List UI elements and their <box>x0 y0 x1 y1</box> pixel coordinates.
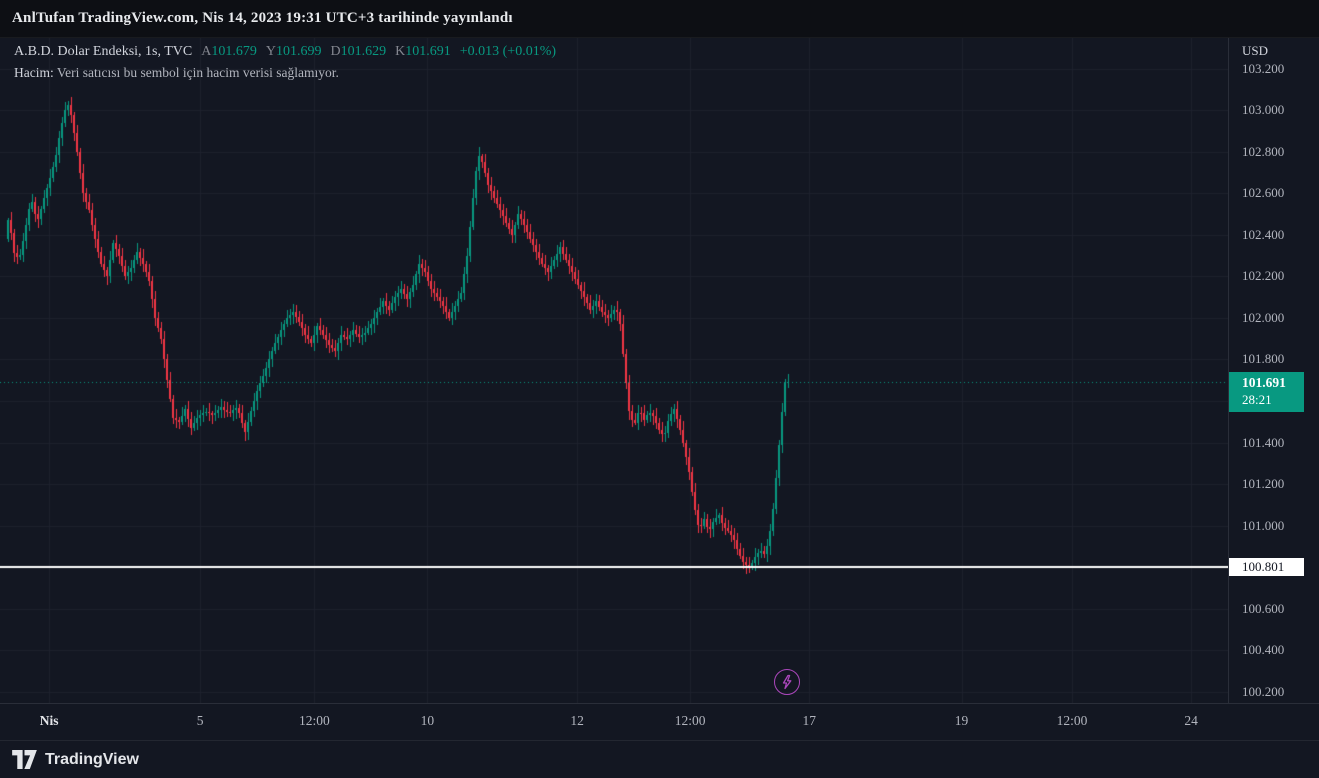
price-tick-label: 102.600 <box>1242 185 1285 201</box>
time-tick-label: Nis <box>39 713 59 728</box>
lightning-icon[interactable] <box>774 669 800 695</box>
price-tick-label: 100.200 <box>1242 683 1285 699</box>
price-tick-label: 100.600 <box>1242 600 1285 616</box>
volume-label: Hacim: <box>14 65 54 80</box>
price-tick-label: 101.400 <box>1242 434 1285 450</box>
current-price-value: 101.691 <box>1242 375 1286 391</box>
ohlc-high: Y101.699 <box>265 44 322 59</box>
time-tick-label: 24 <box>1184 713 1198 728</box>
time-tick-label: 5 <box>196 713 204 728</box>
candlestick-chart[interactable] <box>0 38 1228 703</box>
price-axis[interactable]: USD 103.200 103.000 102.800 102.600 102.400 1… <box>1228 38 1319 703</box>
current-price-badge: 101.691 28:21 <box>1229 372 1304 413</box>
lightning-bolt-glyph <box>782 674 792 690</box>
price-tick-label: 101.000 <box>1242 517 1285 533</box>
volume-legend: Hacim: Veri satıcısı bu sembol için haci… <box>14 65 556 81</box>
volume-message: Veri satıcısı bu sembol için hacim veris… <box>56 65 339 80</box>
time-tick-label: 12:00 <box>674 713 706 728</box>
footer-bar: TradingView <box>0 740 1319 778</box>
publish-info-text: AnlTufan TradingView.com, Nis 14, 2023 1… <box>12 10 513 26</box>
ohlc-low: D101.629 <box>330 44 387 59</box>
time-axis[interactable]: Nis 5 12:00 10 12 12:00 17 19 12:00 24 <box>0 703 1319 740</box>
price-tick-label: 101.800 <box>1242 351 1285 367</box>
time-tick-label: 12 <box>570 713 584 728</box>
time-tick-label: 10 <box>420 713 435 728</box>
price-tick-label: 102.800 <box>1242 143 1285 159</box>
price-tick-label: 100.400 <box>1242 642 1285 658</box>
price-tick-label: 103.000 <box>1242 102 1285 118</box>
countdown-timer: 28:21 <box>1242 392 1272 408</box>
time-tick-label: 12:00 <box>298 713 330 728</box>
symbol-title[interactable]: A.B.D. Dolar Endeksi, 1s, TVC <box>14 44 193 59</box>
price-tick-label: 102.400 <box>1242 226 1285 242</box>
time-tick-label: 17 <box>802 713 817 728</box>
tradingview-wordmark[interactable]: TradingView <box>45 750 139 768</box>
publish-info-bar: AnlTufan TradingView.com, Nis 14, 2023 1… <box>0 0 1319 38</box>
price-tick-label: 101.200 <box>1242 476 1285 492</box>
currency-label: USD <box>1242 43 1269 58</box>
price-tick-label: 103.200 <box>1242 60 1285 76</box>
chart-area: A.B.D. Dolar Endeksi, 1s, TVC A101.679 Y10… <box>0 38 1228 703</box>
price-tick-label: 102.000 <box>1242 309 1285 325</box>
tradingview-logo-icon[interactable] <box>12 750 37 769</box>
price-change: +0.013 (+0.01%) <box>459 44 557 59</box>
symbol-legend: A.B.D. Dolar Endeksi, 1s, TVC A101.679 Y10… <box>14 44 556 81</box>
time-tick-label: 19 <box>954 713 969 728</box>
time-tick-label: 12:00 <box>1056 713 1088 728</box>
symbol-info-row: A.B.D. Dolar Endeksi, 1s, TVC A101.679 Y10… <box>14 44 556 60</box>
ohlc-open: A101.679 <box>201 44 257 59</box>
price-line-label: 100.801 <box>1229 557 1304 576</box>
price-tick-label: 102.200 <box>1242 268 1285 284</box>
ohlc-close: K101.691 <box>395 44 451 59</box>
